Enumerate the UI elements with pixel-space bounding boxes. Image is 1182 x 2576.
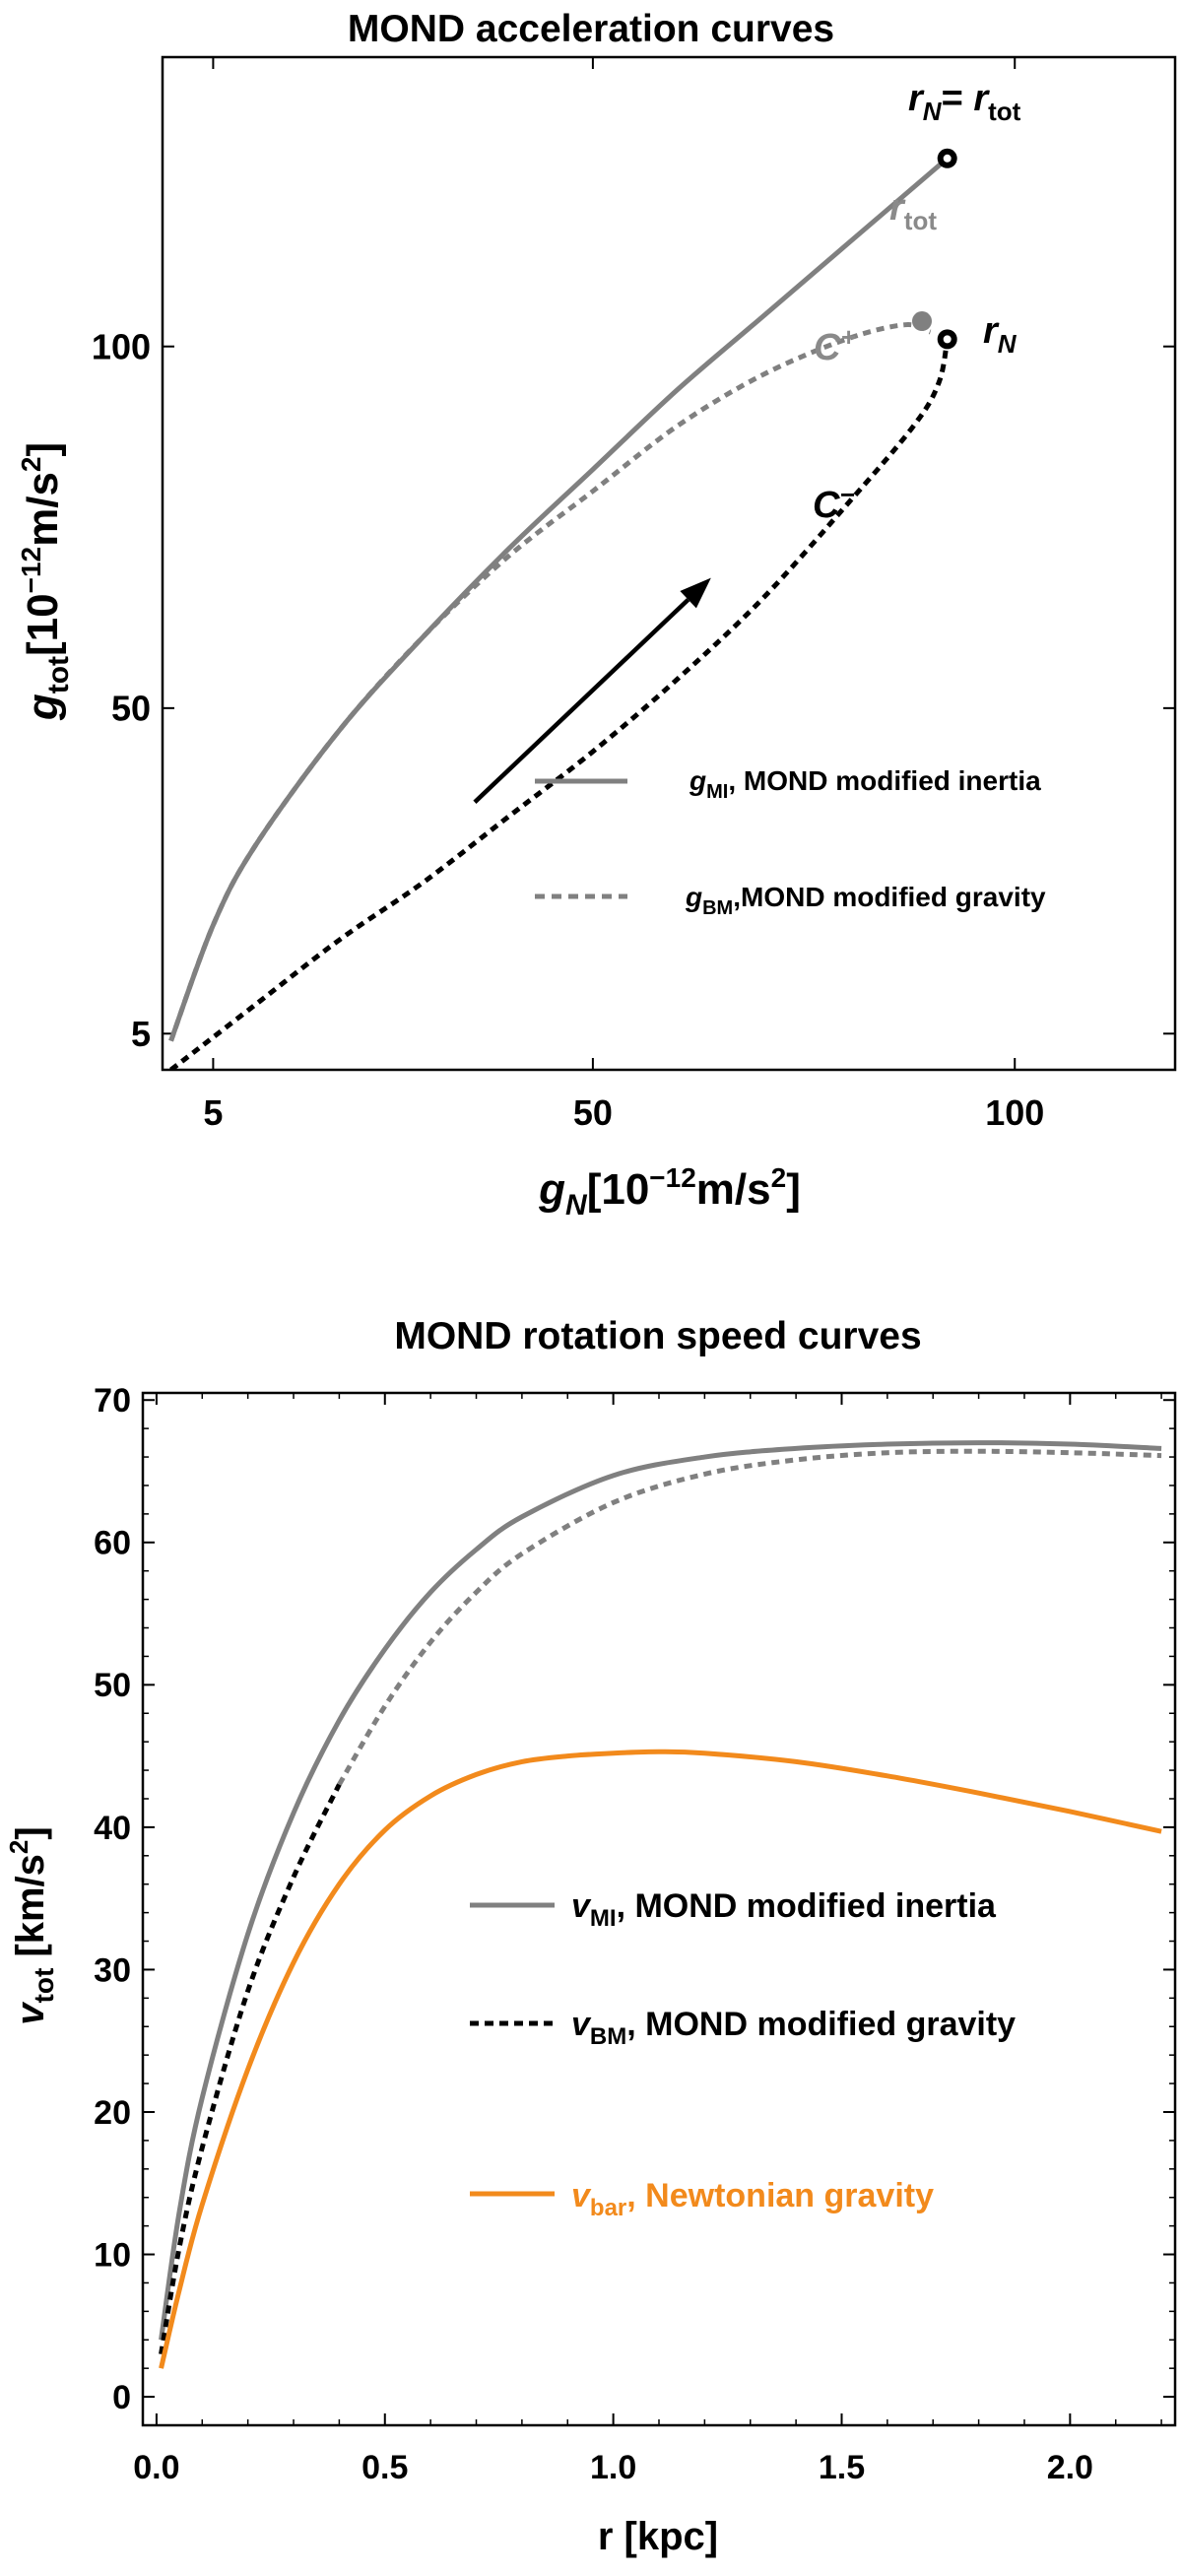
point-rtot [912,311,932,332]
acceleration-chart: MOND acceleration curves 5 50 100 5 50 100 r… [16,8,1177,1222]
x-tick-label: 100 [985,1092,1044,1133]
series-line-0 [159,1440,1162,2341]
y-tick-label: 70 [94,1382,131,1420]
label-rtot: rtot [889,187,937,235]
legend-label-gbm: gBM,MOND modified gravity [685,882,1046,919]
y-tick-label: 50 [94,1667,131,1704]
y-axis-label: gtot[10−12m/s2] [16,442,75,721]
x-tick-label: 50 [573,1092,613,1133]
x-ticks: 0.0 0.5 1.0 1.5 2.0 [133,1393,1162,2486]
series-line-3 [159,1749,1162,2369]
legend-label-vbar: vbar, Newtonian gravity [571,2177,934,2221]
x-tick-label: 0.0 [133,2449,179,2486]
chart-title: MOND rotation speed curves [394,1315,921,1357]
y-ticks: 5 50 100 [92,326,1175,1054]
y-tick-label: 20 [94,2094,131,2132]
rotation-speed-chart: MOND rotation speed curves 0.0 0.5 1.0 1.5 2… [4,1315,1177,2558]
label-rN-eq-rtot: rN= rtot [908,78,1021,126]
series-line-1 [159,1783,342,2355]
point-highlight-rN [943,335,952,344]
x-ticks: 5 50 100 [203,57,1044,1133]
y-tick-label: 100 [92,326,151,366]
y-tick-label: 40 [94,1810,131,1847]
series-points [912,148,957,350]
legend-label-vmi: vMI, MOND modified inertia [571,1887,997,1932]
y-ticks: 0 10 20 30 40 50 60 70 [94,1382,1175,2416]
plot-frame [161,55,1177,1072]
x-axis-label: r [kpc] [598,2515,718,2558]
y-tick-label: 10 [94,2236,131,2274]
series-line-2 [169,338,951,1070]
legend: vMI, MOND modified inertia vBM, MOND mod… [470,1887,1016,2221]
series-lines [168,156,951,1070]
y-tick-label: 60 [94,1525,131,1562]
y-tick-label: 50 [111,688,151,728]
direction-arrow-shaft [473,598,690,804]
legend: gMI, MOND modified inertia gBM,MOND modi… [535,765,1046,919]
label-rN: rN [983,310,1018,359]
label-c-plus: C+ [814,322,856,368]
x-tick-label: 0.5 [361,2449,408,2486]
series-line-1 [168,322,932,1042]
y-tick-label: 30 [94,1951,131,1989]
legend-label-vbm: vBM, MOND modified gravity [571,2006,1016,2050]
chart-title: MOND acceleration curves [348,8,834,50]
x-tick-label: 2.0 [1047,2449,1093,2486]
y-axis-label: vtot [km/s2] [4,1826,59,2024]
x-tick-label: 5 [203,1092,223,1133]
series-line-2 [337,1448,1162,1786]
series-lines [159,1440,1162,2369]
x-axis-label: gN[10−12m/s2] [538,1162,801,1222]
series-line-0 [168,156,950,1042]
legend-label-gmi: gMI, MOND modified inertia [689,765,1041,803]
x-tick-label: 1.0 [590,2449,636,2486]
y-tick-label: 0 [112,2379,131,2416]
direction-arrow-head [680,577,711,609]
y-tick-label: 5 [131,1014,151,1054]
point-highlight-rN_eq_rtot [943,154,952,163]
x-tick-label: 1.5 [819,2449,865,2486]
label-c-minus: C− [813,480,855,526]
